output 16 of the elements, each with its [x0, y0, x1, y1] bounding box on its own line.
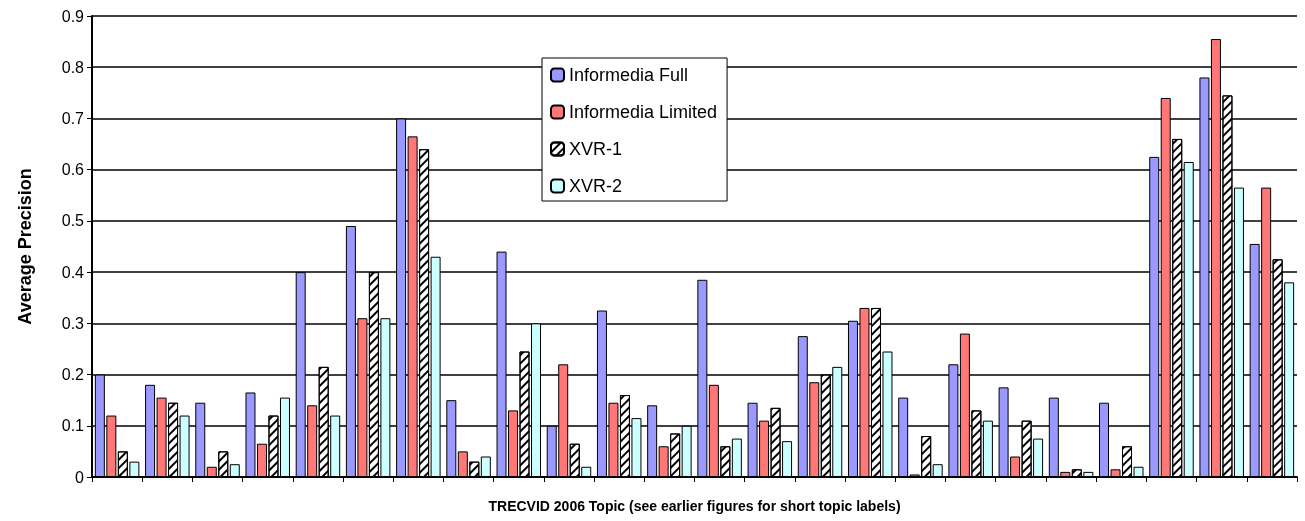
y-tick-label: 0.3 [61, 314, 85, 332]
x-axis-title: TRECVID 2006 Topic (see earlier figures for short topic labels) [488, 498, 901, 514]
y-tick-label: 0.9 [61, 7, 85, 25]
legend-label: XVR-2 [569, 176, 623, 196]
y-tick-label: 0.5 [61, 212, 85, 230]
legend-label: XVR-1 [569, 139, 623, 159]
y-tick-label: 0.8 [61, 58, 85, 76]
y-tick-label: 0.7 [61, 109, 85, 127]
y-tick-label: 0.2 [61, 366, 85, 384]
y-tick-label: 0.6 [61, 161, 85, 179]
y-axis-title: Average Precision [15, 168, 35, 325]
y-tick-label: 0.4 [61, 263, 85, 281]
legend-label: Informedia Full [569, 65, 689, 85]
y-tick-label: 0 [75, 468, 85, 486]
legend-label: Informedia Limited [569, 102, 718, 122]
y-tick-label: 0.1 [61, 417, 85, 435]
